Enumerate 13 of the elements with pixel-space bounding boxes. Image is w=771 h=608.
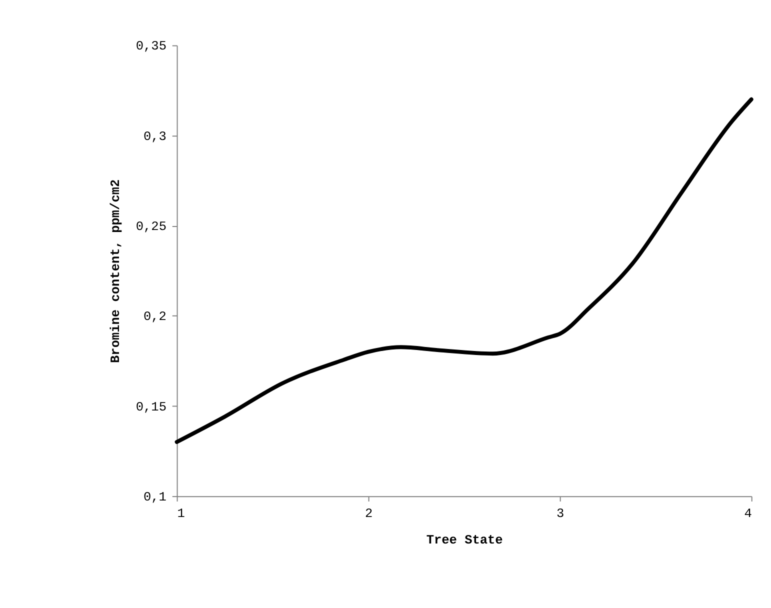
y-axis-title: Bromine content, ppm/cm2 bbox=[108, 179, 124, 363]
x-tick-label: 1 bbox=[177, 506, 186, 522]
y-tick-label: 0,1 bbox=[144, 490, 167, 505]
x-tick-label: 2 bbox=[364, 506, 373, 522]
y-tick-label: 0,15 bbox=[136, 399, 166, 414]
x-axis-title: Tree State bbox=[426, 532, 504, 548]
y-tick-label: 0,25 bbox=[136, 219, 166, 234]
x-tick-label: 4 bbox=[744, 506, 752, 522]
x-tick-label: 3 bbox=[556, 506, 564, 522]
y-tick-label: 0,2 bbox=[144, 309, 166, 324]
y-tick-label: 0,3 bbox=[144, 128, 166, 144]
line-series bbox=[174, 97, 754, 444]
y-tick-label: 0,35 bbox=[136, 38, 166, 54]
